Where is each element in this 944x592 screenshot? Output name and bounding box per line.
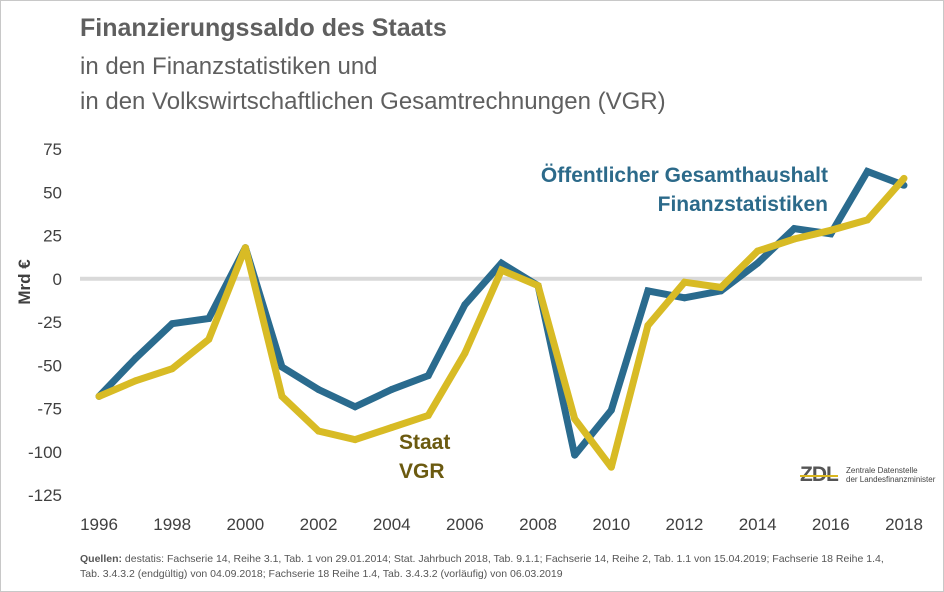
x-tick-label: 2014 [739, 515, 777, 534]
data-point-gold-2011 [644, 322, 652, 329]
y-tick-label: 75 [43, 140, 62, 159]
data-point-blue-1998 [168, 320, 176, 328]
data-point-gold-2014 [754, 247, 762, 255]
series-layer [95, 167, 908, 471]
data-point-gold-1999 [205, 335, 213, 343]
data-point-blue-2003 [351, 403, 359, 411]
data-point-blue-2007 [498, 259, 505, 267]
x-tick-label: 2018 [885, 515, 923, 534]
x-tick-label: 2002 [300, 515, 338, 534]
data-point-blue-2009 [571, 451, 579, 459]
logo-text-line2: der Landesfinanzminister [846, 475, 936, 484]
y-tick-label: 25 [43, 227, 62, 246]
x-tick-label: 2000 [226, 515, 264, 534]
data-point-blue-2015 [790, 225, 798, 233]
x-tick-label: 2004 [373, 515, 411, 534]
y-tick-label: -100 [28, 443, 62, 462]
sources-note: Quellen: destatis: Fachserie 14, Reihe 3… [80, 552, 900, 582]
series-label-blue-line2: Finanzstatistiken [658, 193, 828, 216]
data-point-gold-1997 [132, 377, 140, 385]
sources-label: Quellen: [80, 553, 123, 565]
logo-text-line1: Zentrale Datenstelle [846, 466, 918, 475]
x-tick-label: 2008 [519, 515, 557, 534]
data-point-blue-1997 [132, 354, 140, 362]
data-point-gold-2004 [388, 424, 396, 431]
chart-subtitle-line2: in den Volkswirtschaftlichen Gesamtrechn… [80, 88, 666, 115]
logo-mark: ZDL [800, 463, 839, 486]
data-point-blue-2014 [754, 259, 762, 267]
y-tick-label: 50 [43, 183, 62, 202]
series-label-blue-line1: Öffentlicher Gesamthaushalt [541, 164, 828, 187]
data-point-gold-2015 [790, 235, 798, 243]
data-point-blue-2005 [424, 372, 432, 380]
zdl-logo: ZDL Zentrale Datenstelle der Landesfinan… [800, 463, 940, 493]
data-point-gold-1998 [168, 365, 176, 373]
data-point-gold-2013 [717, 283, 725, 291]
data-point-gold-2000 [241, 244, 249, 252]
y-axis-ticks: 75 50 25 0 -25 -50 -75 -100 -125 [28, 140, 62, 505]
y-tick-label: -25 [37, 313, 62, 332]
chart-title: Finanzierungssaldo des Staats [80, 14, 447, 42]
data-point-gold-2003 [351, 436, 359, 444]
data-point-gold-2018 [900, 174, 908, 182]
data-point-gold-1996 [95, 392, 103, 400]
series-label-gold-line1: Staat [399, 431, 450, 454]
data-point-blue-2004 [388, 386, 396, 393]
data-point-gold-2012 [681, 278, 688, 286]
x-tick-label: 1998 [153, 515, 191, 534]
y-tick-label: -75 [37, 400, 62, 419]
y-tick-label: -50 [37, 356, 62, 375]
x-tick-label: 2006 [446, 515, 484, 534]
data-point-gold-2010 [607, 463, 615, 471]
logo-text: Zentrale Datenstelle der Landesfinanzmin… [846, 466, 935, 484]
data-point-gold-2001 [278, 392, 286, 400]
data-point-gold-2009 [571, 415, 579, 423]
y-tick-label: 0 [53, 270, 62, 289]
chart-subtitle-line1: in den Finanzstatistiken und [80, 53, 378, 80]
data-point-gold-2007 [498, 266, 505, 274]
data-point-gold-2008 [534, 282, 542, 290]
data-point-blue-2010 [607, 406, 615, 414]
data-point-blue-2011 [644, 287, 652, 295]
series-line-gold [97, 176, 907, 470]
y-tick-label: -125 [28, 486, 62, 505]
x-tick-label: 2016 [812, 515, 850, 534]
data-point-gold-2016 [827, 226, 835, 234]
data-point-blue-2002 [315, 386, 322, 393]
data-point-blue-2001 [278, 363, 286, 371]
data-point-blue-2012 [681, 294, 688, 302]
data-point-gold-2005 [424, 411, 432, 419]
y-axis-label: Mrd € [15, 259, 34, 305]
series-label-gold-line2: VGR [399, 460, 445, 483]
x-tick-label: 2010 [592, 515, 630, 534]
data-point-gold-2002 [315, 427, 322, 435]
x-tick-label: 1996 [80, 515, 118, 534]
x-axis-ticks: 1996 1998 2000 2002 2004 2006 2008 2010 2012 2014… [80, 515, 923, 534]
data-point-gold-2006 [461, 349, 469, 357]
sources-text: destatis: Fachserie 14, Reihe 3.1, Tab. … [80, 553, 884, 580]
data-point-blue-2006 [461, 301, 469, 309]
x-tick-label: 2012 [666, 515, 704, 534]
data-point-blue-2017 [863, 168, 871, 175]
data-point-blue-1999 [205, 315, 213, 322]
data-point-gold-2017 [863, 216, 871, 224]
